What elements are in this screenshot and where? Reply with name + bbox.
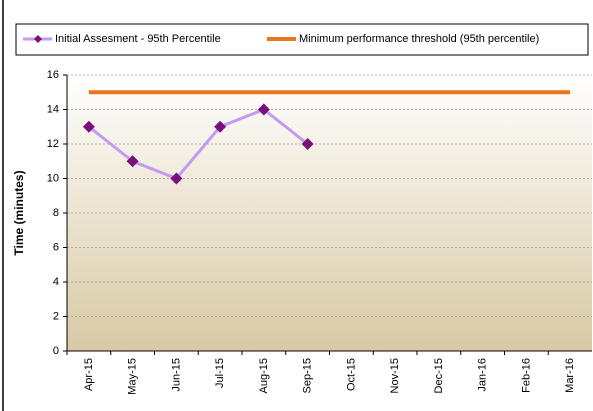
legend-marker <box>34 35 42 43</box>
y-tick-label: 14 <box>47 103 59 115</box>
x-tick-label: Oct-15 <box>345 358 357 391</box>
y-axis-label: Time (minutes) <box>12 170 26 255</box>
marker <box>82 120 95 133</box>
x-tick-label: Mar-16 <box>564 358 576 393</box>
marker <box>126 155 139 168</box>
x-tick-label: Aug-15 <box>258 358 270 393</box>
legend-box <box>15 23 589 56</box>
series-line <box>87 107 309 181</box>
x-tick-label: May-15 <box>127 358 139 395</box>
x-tick-label: Apr-15 <box>83 358 95 391</box>
legend-label: Minimum performance threshold (95th perc… <box>299 33 539 45</box>
x-tick-label: Sep-15 <box>302 358 314 393</box>
x-tick-label: Jan-16 <box>477 358 489 392</box>
y-tick-label: 0 <box>53 345 59 357</box>
y-tick-label: 16 <box>47 69 59 81</box>
y-tick-label: 6 <box>53 241 59 253</box>
x-tick-label: Dec-15 <box>433 358 445 393</box>
marker <box>170 172 183 185</box>
plot-area <box>67 75 592 351</box>
marker <box>301 138 314 150</box>
x-tick-label: Feb-16 <box>520 358 532 393</box>
x-tick-label: Jun-15 <box>170 358 182 392</box>
y-tick-label: 10 <box>47 172 59 184</box>
x-tick-label: Jul-15 <box>214 358 226 388</box>
marker <box>257 103 270 116</box>
legend-label: Initial Assesment - 95th Percentile <box>55 33 221 45</box>
x-tick-label: Nov-15 <box>389 358 401 393</box>
y-tick-label: 2 <box>53 310 59 322</box>
marker <box>214 120 227 133</box>
y-tick-label: 12 <box>47 138 59 150</box>
y-tick-label: 4 <box>53 276 59 288</box>
y-tick-label: 8 <box>53 207 59 219</box>
